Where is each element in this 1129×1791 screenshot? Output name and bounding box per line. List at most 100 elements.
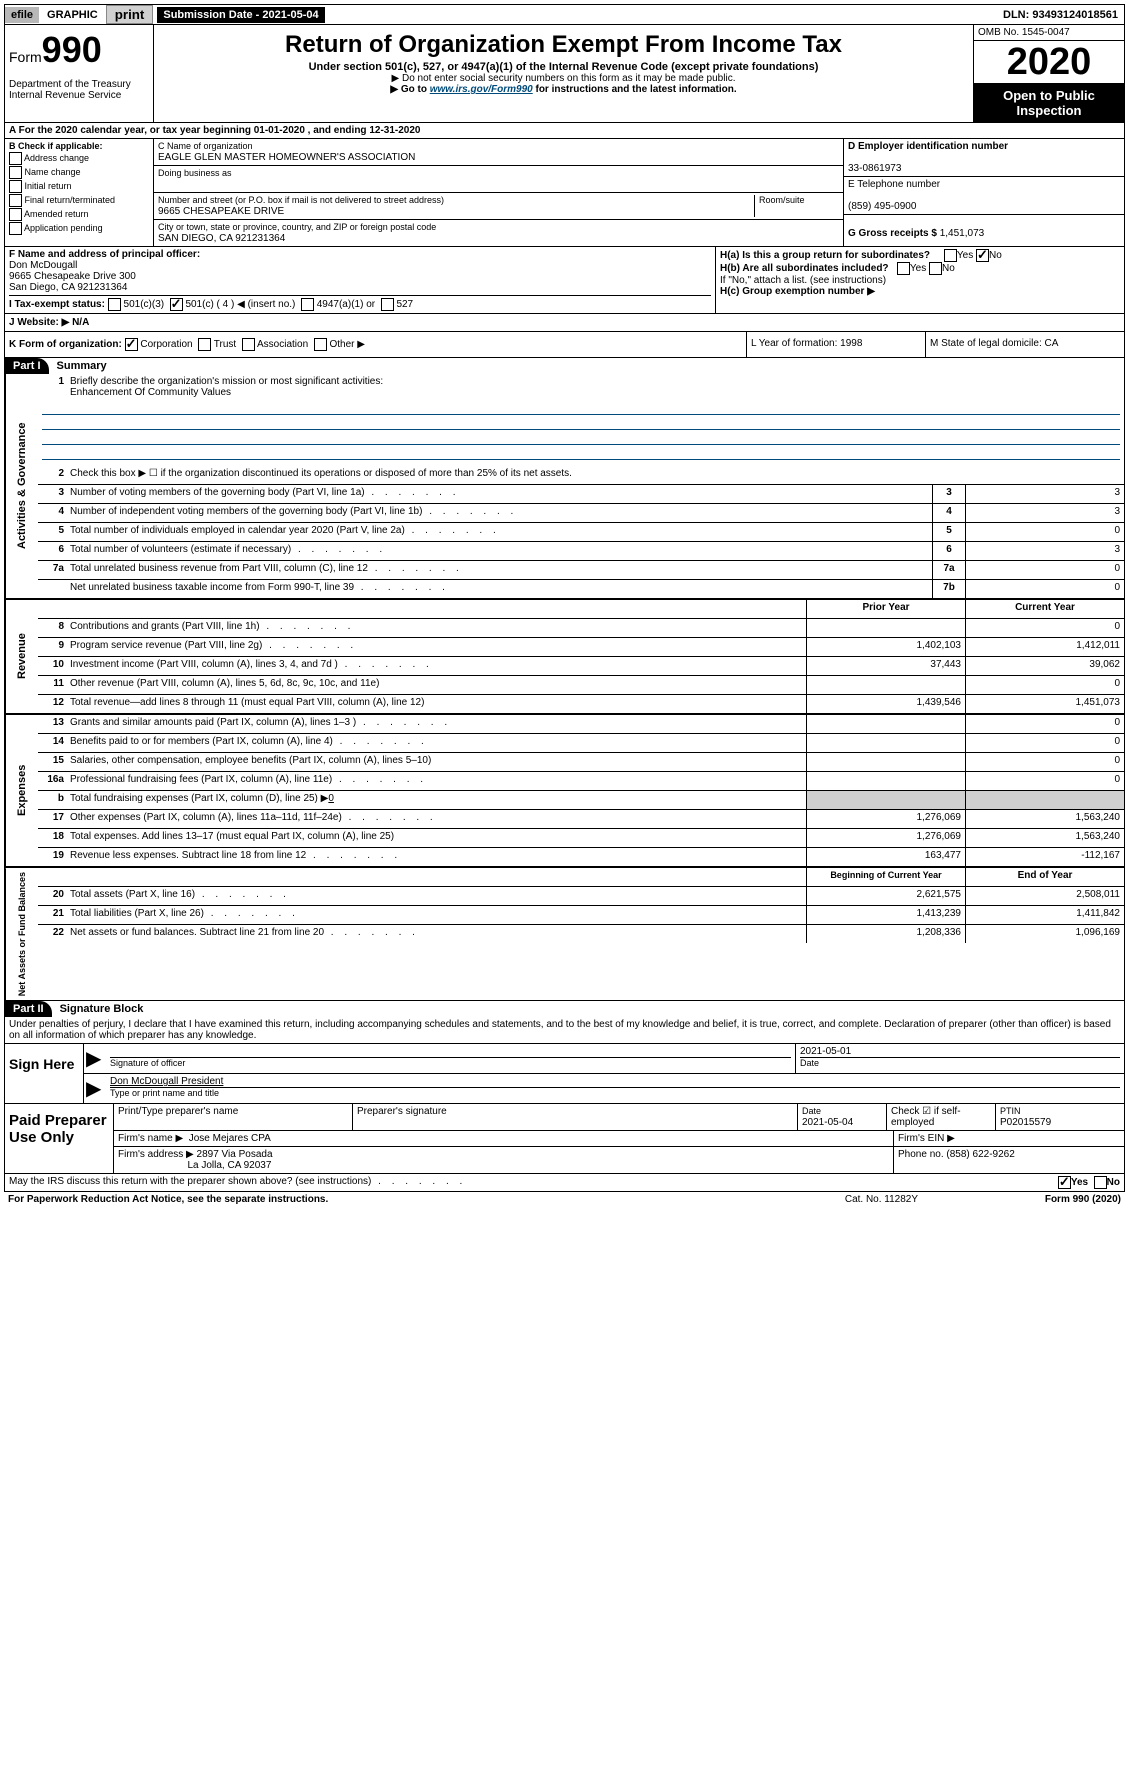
sidebar-revenue: Revenue [5, 600, 38, 713]
efile-label: efile [5, 7, 39, 23]
c14: 0 [965, 734, 1124, 752]
c18: 1,563,240 [965, 829, 1124, 847]
top-bar: efile GRAPHIC print Submission Date - 20… [4, 4, 1125, 25]
tax-year: 2020 [974, 41, 1124, 84]
prep-h2: Preparer's signature [353, 1104, 798, 1130]
chk-amended[interactable]: Amended return [9, 208, 149, 221]
chk-address[interactable]: Address change [9, 152, 149, 165]
officer-addr2: San Diego, CA 921231364 [9, 282, 127, 293]
p13 [806, 715, 965, 733]
goto-pre: ▶ Go to [390, 84, 429, 95]
line-3: Number of voting members of the governin… [66, 485, 932, 503]
hdr-end: End of Year [965, 868, 1124, 886]
city-label: City or town, state or province, country… [158, 222, 436, 232]
chk-assoc[interactable] [242, 338, 255, 351]
part-ii-title: Signature Block [52, 1001, 152, 1017]
p8 [806, 619, 965, 637]
p11 [806, 676, 965, 694]
c19: -112,167 [965, 848, 1124, 866]
firm-ein-label: Firm's EIN ▶ [894, 1131, 1124, 1146]
ha-yes[interactable] [944, 249, 957, 262]
hc-label: H(c) Group exemption number ▶ [720, 286, 875, 297]
h-note: If "No," attach a list. (see instruction… [720, 275, 1120, 286]
row-a-period: A For the 2020 calendar year, or tax yea… [4, 123, 1125, 139]
firm-addr-row: Firm's address ▶ 2897 Via Posada La Joll… [114, 1147, 894, 1173]
hdr-current: Current Year [965, 600, 1124, 618]
chk-527[interactable] [381, 298, 394, 311]
b-label: B Check if applicable: [9, 141, 103, 151]
p21: 1,413,239 [806, 906, 965, 924]
chk-501c[interactable] [170, 298, 183, 311]
p18: 1,276,069 [806, 829, 965, 847]
line-19: Revenue less expenses. Subtract line 18 … [66, 848, 806, 866]
hb-yes[interactable] [897, 262, 910, 275]
discuss-no[interactable]: No [1094, 1176, 1120, 1189]
col-h-group: H(a) Is this a group return for subordin… [715, 247, 1124, 313]
sig-officer-label: Signature of officer [110, 1057, 791, 1068]
discuss-yes[interactable]: Yes [1058, 1176, 1088, 1189]
print-button[interactable]: print [106, 5, 154, 24]
col-f-officer: F Name and address of principal officer:… [5, 247, 715, 313]
form-num: 990 [42, 29, 102, 70]
line-7b: Net unrelated business taxable income fr… [66, 580, 932, 598]
ein-value: 33-0861973 [848, 163, 901, 174]
ha-no[interactable] [976, 249, 989, 262]
sig-arrow2-icon: ▶ [84, 1074, 106, 1103]
type-label: Type or print name and title [110, 1087, 1120, 1098]
k-form-org: K Form of organization: Corporation Trus… [5, 332, 746, 357]
omb-number: OMB No. 1545-0047 [974, 25, 1124, 41]
firm-phone: Phone no. (858) 622-9262 [894, 1147, 1124, 1173]
line-16a: Professional fundraising fees (Part IX, … [66, 772, 806, 790]
p14 [806, 734, 965, 752]
room-label: Room/suite [759, 195, 805, 205]
line-14: Benefits paid to or for members (Part IX… [66, 734, 806, 752]
f-label: F Name and address of principal officer: [9, 249, 200, 260]
c15: 0 [965, 753, 1124, 771]
period-text: A For the 2020 calendar year, or tax yea… [9, 125, 420, 136]
row-fh: F Name and address of principal officer:… [4, 247, 1125, 314]
line-16b: Total fundraising expenses (Part IX, col… [66, 791, 806, 809]
line-20: Total assets (Part X, line 16) [66, 887, 806, 905]
chk-initial[interactable]: Initial return [9, 180, 149, 193]
dept-treasury: Department of the Treasury Internal Reve… [9, 79, 149, 101]
chk-501c3[interactable] [108, 298, 121, 311]
line-22: Net assets or fund balances. Subtract li… [66, 925, 806, 943]
line-10: Investment income (Part VIII, column (A)… [66, 657, 806, 675]
subtitle-2: ▶ Do not enter social security numbers o… [158, 73, 969, 84]
c16a: 0 [965, 772, 1124, 790]
c10: 39,062 [965, 657, 1124, 675]
chk-name[interactable]: Name change [9, 166, 149, 179]
chk-trust[interactable] [198, 338, 211, 351]
hb-label: H(b) Are all subordinates included? [720, 263, 889, 274]
sidebar-activities: Activities & Governance [5, 374, 38, 598]
phone-value: (859) 495-0900 [848, 201, 916, 212]
p10: 37,443 [806, 657, 965, 675]
line-8: Contributions and grants (Part VIII, lin… [66, 619, 806, 637]
form-title: Return of Organization Exempt From Incom… [158, 31, 969, 59]
form990-link[interactable]: www.irs.gov/Form990 [430, 84, 533, 95]
val-7b: 0 [965, 580, 1124, 598]
line-13: Grants and similar amounts paid (Part IX… [66, 715, 806, 733]
k-label: K Form of organization: [9, 339, 122, 350]
chk-4947[interactable] [301, 298, 314, 311]
sig-officer-field[interactable]: Signature of officer [106, 1044, 795, 1073]
chk-pending[interactable]: Application pending [9, 222, 149, 235]
form-ref: Form 990 (2020) [1045, 1194, 1121, 1205]
prep-ptin-col: PTINP02015579 [996, 1104, 1124, 1130]
dba-label: Doing business as [158, 168, 232, 178]
hb-no[interactable] [929, 262, 942, 275]
chk-corp[interactable] [125, 338, 138, 351]
c21: 1,411,842 [965, 906, 1124, 924]
part-i: Part I Summary Activities & Governance 1… [4, 358, 1125, 1001]
m-state: M State of legal domicile: CA [925, 332, 1124, 357]
c11: 0 [965, 676, 1124, 694]
chk-other[interactable] [314, 338, 327, 351]
hdr-prior: Prior Year [806, 600, 965, 618]
row-j-website: J Website: ▶ N/A [4, 314, 1125, 332]
prep-date-col: Date2021-05-04 [798, 1104, 887, 1130]
sig-date-field: 2021-05-01 Date [795, 1044, 1124, 1073]
l-year: L Year of formation: 1998 [746, 332, 925, 357]
firm-name-row: Firm's name ▶ Jose Mejares CPA [114, 1131, 894, 1146]
footer-final: For Paperwork Reduction Act Notice, see … [4, 1192, 1125, 1207]
chk-final[interactable]: Final return/terminated [9, 194, 149, 207]
